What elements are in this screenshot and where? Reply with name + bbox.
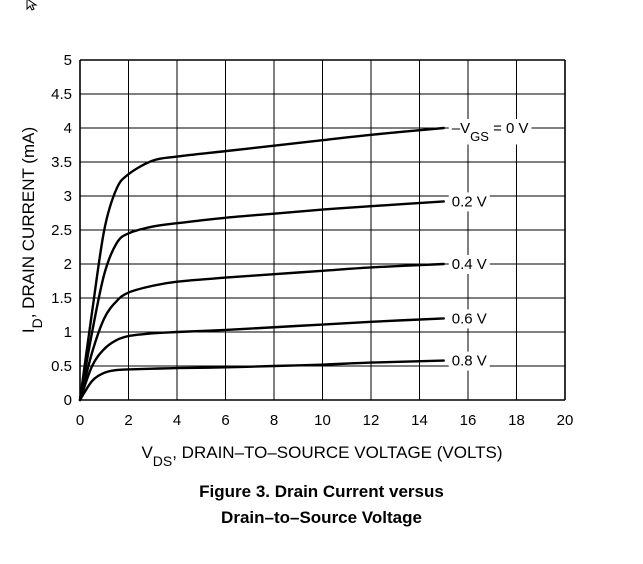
series-curve <box>78 200 445 402</box>
series-curve <box>78 126 445 402</box>
y-axis-label: ID, DRAIN CURRENT (mA) <box>19 127 45 333</box>
y-tick-label: 0.5 <box>51 358 72 375</box>
cursor-arrow-icon <box>26 0 38 11</box>
series-label: 0.6 V <box>452 310 487 327</box>
x-axis-label: VDS, DRAIN–TO–SOURCE VOLTAGE (VOLTS) <box>141 443 502 469</box>
grid <box>79 59 566 401</box>
drain-current-chart: 0 2 4 6 8 10 12 14 16 18 20 0 0.5 1 1.5 2 2.5 3 3.5 4 4.5 5 –… <box>19 52 573 469</box>
figure-caption-line-2: Drain–to–Source Voltage <box>221 508 422 527</box>
figure-caption-line-1: Figure 3. Drain Current versus <box>199 482 444 501</box>
series-label: 0.4 V <box>452 256 487 273</box>
y-tick-label: 4.5 <box>51 86 72 103</box>
series-label-background <box>448 309 490 329</box>
series-label: –VGS = 0 V <box>452 120 529 144</box>
x-tick-label: 6 <box>221 412 229 429</box>
y-tick-label: 0 <box>64 392 72 409</box>
x-tick-label: 16 <box>460 412 477 429</box>
series-curves <box>78 126 445 402</box>
series-label-background <box>448 119 532 145</box>
series-curve <box>78 317 445 402</box>
y-tick-label: 3.5 <box>51 154 72 171</box>
x-tick-label: 10 <box>314 412 331 429</box>
x-tick-label: 8 <box>270 412 278 429</box>
x-tick-label: 14 <box>411 412 428 429</box>
x-tick-label: 2 <box>124 412 132 429</box>
series-label-background <box>448 192 490 212</box>
series-label-background <box>448 351 490 371</box>
series-label-background <box>448 255 490 274</box>
series-label: 0.2 V <box>452 193 487 210</box>
x-tick-label: 20 <box>557 412 574 429</box>
series-curve <box>78 359 445 402</box>
x-tick-label: 12 <box>363 412 380 429</box>
y-tick-label: 5 <box>64 52 72 69</box>
axis-ticks: 0 2 4 6 8 10 12 14 16 18 20 0 0.5 1 1.5 2 2.5 3 3.5 4 4.5 5 <box>51 52 573 429</box>
y-tick-label: 4 <box>64 120 72 137</box>
x-tick-label: 0 <box>76 412 84 429</box>
y-tick-label: 1.5 <box>51 290 72 307</box>
series-label: 0.8 V <box>452 353 487 370</box>
y-tick-label: 2 <box>64 256 72 273</box>
y-tick-label: 3 <box>64 188 72 205</box>
series-curve <box>78 262 445 402</box>
y-tick-label: 2.5 <box>51 222 72 239</box>
curve-labels: –VGS = 0 V 0.2 V 0.4 V 0.6 V 0.8 V <box>448 119 532 371</box>
x-tick-label: 4 <box>173 412 181 429</box>
x-tick-label: 18 <box>508 412 525 429</box>
y-tick-label: 1 <box>64 324 72 341</box>
